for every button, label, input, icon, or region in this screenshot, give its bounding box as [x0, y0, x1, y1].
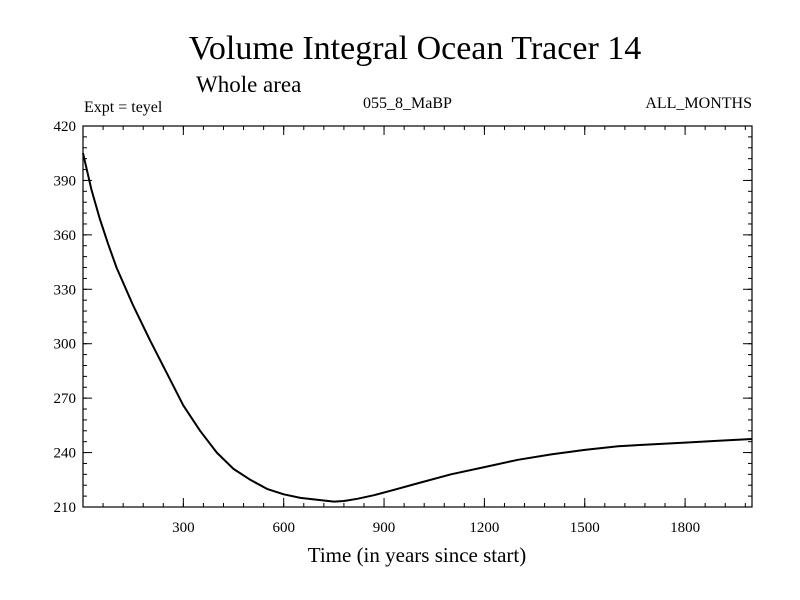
- x-tick-label: 1200: [469, 520, 499, 536]
- experiment-label: Expt = teyel: [84, 99, 163, 116]
- y-tick-label: 270: [54, 391, 77, 407]
- x-tick-label: 600: [272, 520, 295, 536]
- months-label: ALL_MONTHS: [645, 95, 752, 112]
- chart-title: Volume Integral Ocean Tracer 14: [188, 30, 642, 67]
- y-tick-label: 360: [54, 228, 77, 244]
- x-axis-label: Time (in years since start): [307, 543, 527, 567]
- x-tick-label: 300: [172, 520, 195, 536]
- series-line: [82, 152, 753, 503]
- run-label: 055_8_MaBP: [363, 95, 452, 112]
- y-tick-label: 330: [54, 282, 77, 298]
- x-tick-label: 1800: [670, 520, 700, 536]
- y-tick-label: 390: [54, 173, 77, 189]
- y-tick-label: 210: [54, 500, 77, 516]
- y-tick-label: 240: [54, 446, 77, 462]
- y-tick-label: 300: [54, 337, 77, 353]
- x-tick-label: 1500: [570, 520, 600, 536]
- chart-subtitle: Whole area: [196, 72, 302, 97]
- x-tick-label: 900: [373, 520, 396, 536]
- y-tick-label: 420: [54, 119, 77, 135]
- plot-frame: [82, 125, 753, 508]
